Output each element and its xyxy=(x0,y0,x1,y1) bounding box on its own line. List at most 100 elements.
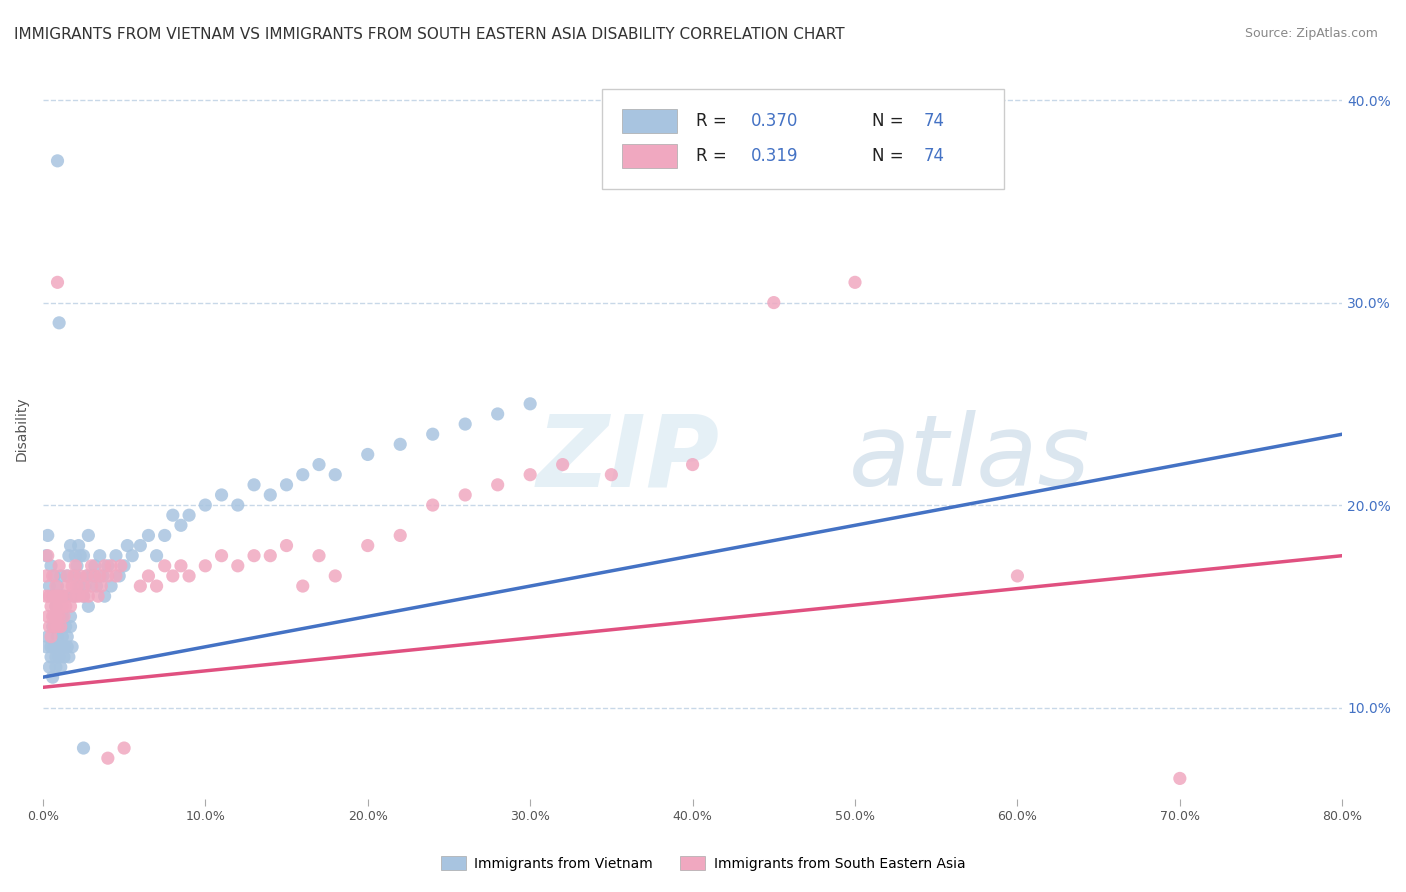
Point xyxy=(51,589,73,603)
Point xyxy=(600,467,623,482)
Point xyxy=(67,539,90,553)
Point xyxy=(58,549,80,563)
Text: 0.319: 0.319 xyxy=(751,146,799,165)
Point xyxy=(56,569,79,583)
Point xyxy=(177,569,200,583)
Point xyxy=(45,649,67,664)
Point xyxy=(45,579,67,593)
Point xyxy=(162,569,184,583)
Legend: Immigrants from Vietnam, Immigrants from South Eastern Asia: Immigrants from Vietnam, Immigrants from… xyxy=(434,850,972,876)
Point xyxy=(72,579,94,593)
Point xyxy=(41,569,63,583)
Point xyxy=(153,528,176,542)
Point xyxy=(38,619,60,633)
Point xyxy=(48,649,70,664)
Text: N =: N = xyxy=(872,146,908,165)
Point xyxy=(65,569,87,583)
Text: 74: 74 xyxy=(924,146,945,165)
Point xyxy=(60,640,83,654)
Point xyxy=(170,518,193,533)
Point xyxy=(422,427,444,442)
Point xyxy=(46,276,69,290)
Point xyxy=(35,569,58,583)
Point xyxy=(104,549,127,563)
Point xyxy=(48,609,70,624)
Point xyxy=(45,660,67,674)
Point xyxy=(129,579,152,593)
Point xyxy=(45,599,67,614)
Point xyxy=(1168,772,1191,786)
Point xyxy=(41,619,63,633)
Point xyxy=(145,549,167,563)
Point xyxy=(357,447,380,461)
Point xyxy=(49,660,72,674)
Point xyxy=(38,589,60,603)
Point xyxy=(93,558,115,573)
Point xyxy=(519,467,541,482)
Point xyxy=(80,579,103,593)
Point xyxy=(67,579,90,593)
Point xyxy=(44,609,66,624)
Point xyxy=(59,599,82,614)
Point xyxy=(100,579,122,593)
Point xyxy=(89,569,111,583)
Point xyxy=(55,599,77,614)
Point xyxy=(323,569,346,583)
Point xyxy=(41,609,63,624)
Point xyxy=(59,539,82,553)
Point xyxy=(682,458,704,472)
Point xyxy=(454,417,477,431)
Point xyxy=(211,488,233,502)
Point xyxy=(276,478,298,492)
Point xyxy=(108,569,131,583)
Point xyxy=(72,589,94,603)
Point xyxy=(49,619,72,633)
Point xyxy=(53,649,76,664)
Point xyxy=(86,579,108,593)
Point xyxy=(48,619,70,633)
Point xyxy=(243,478,266,492)
Point xyxy=(77,589,100,603)
Point xyxy=(454,488,477,502)
Point xyxy=(291,579,314,593)
Point xyxy=(39,558,62,573)
Point xyxy=(65,589,87,603)
Y-axis label: Disability: Disability xyxy=(15,397,30,461)
Point xyxy=(69,549,91,563)
Point xyxy=(56,569,79,583)
Point xyxy=(211,549,233,563)
Point xyxy=(66,558,89,573)
Point xyxy=(291,467,314,482)
Point xyxy=(104,569,127,583)
Point xyxy=(46,640,69,654)
Point xyxy=(72,589,94,603)
Point xyxy=(51,630,73,644)
Point xyxy=(87,589,110,603)
Point xyxy=(389,437,412,451)
Point xyxy=(97,751,120,765)
Point xyxy=(259,549,281,563)
Point xyxy=(323,467,346,482)
Point xyxy=(49,640,72,654)
Point xyxy=(67,589,90,603)
Point xyxy=(112,741,135,756)
Point xyxy=(162,508,184,523)
Point xyxy=(177,508,200,523)
Point xyxy=(65,558,87,573)
Point xyxy=(76,569,98,583)
Point xyxy=(59,619,82,633)
Point xyxy=(51,589,73,603)
Point xyxy=(76,569,98,583)
Point xyxy=(486,407,509,421)
Point xyxy=(56,640,79,654)
Point xyxy=(276,539,298,553)
Point xyxy=(35,640,58,654)
Point xyxy=(97,558,120,573)
Point xyxy=(48,589,70,603)
Point xyxy=(37,549,59,563)
Point xyxy=(110,558,132,573)
Point xyxy=(45,609,67,624)
Point xyxy=(51,609,73,624)
Point xyxy=(48,599,70,614)
Point xyxy=(44,569,66,583)
